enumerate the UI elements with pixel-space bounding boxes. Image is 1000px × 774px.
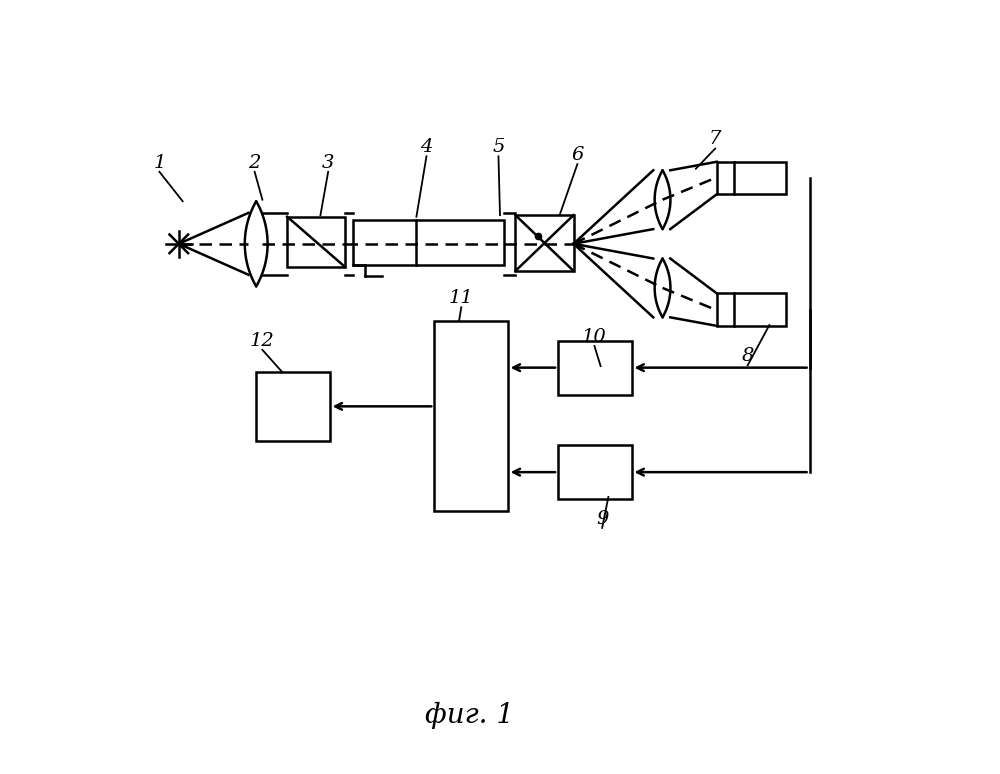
Text: 5: 5 [492,138,505,156]
Text: 12: 12 [250,331,275,350]
Bar [287,217,345,267]
Text: 3: 3 [322,153,334,172]
Bar [717,162,786,194]
Bar [717,293,786,326]
Bar [515,215,574,271]
Text: 11: 11 [449,289,474,307]
Bar [558,341,632,395]
Bar [353,220,504,265]
Text: 6: 6 [571,146,584,164]
Text: 4: 4 [420,138,433,156]
Text: фиг. 1: фиг. 1 [425,703,514,729]
Text: 8: 8 [741,347,754,365]
Bar [256,372,330,441]
Text: 10: 10 [582,327,607,346]
Text: 7: 7 [709,130,721,149]
Bar [558,445,632,499]
Text: 9: 9 [596,509,608,528]
Text: 1: 1 [153,153,166,172]
Text: 2: 2 [248,153,261,172]
Bar [434,321,508,511]
